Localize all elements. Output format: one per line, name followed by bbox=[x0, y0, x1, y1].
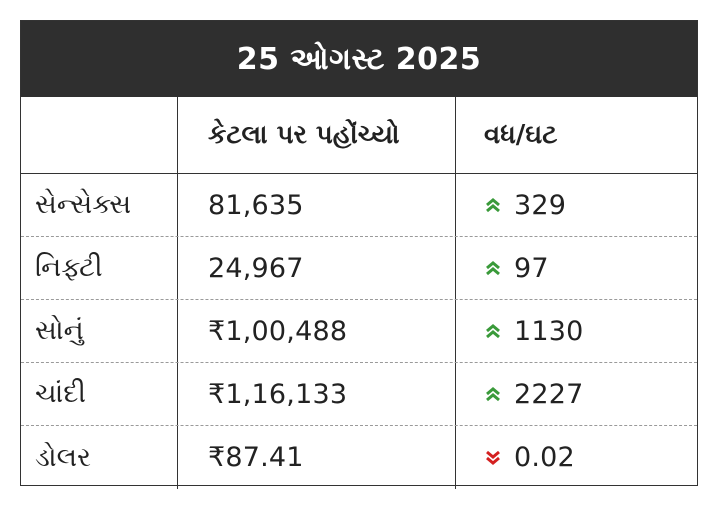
row-value: ₹1,16,133 bbox=[178, 363, 456, 425]
row-value: 81,635 bbox=[178, 174, 456, 236]
header-name bbox=[21, 97, 178, 173]
row-change-cell: 97 bbox=[456, 237, 697, 299]
row-name: ડોલર bbox=[21, 426, 178, 489]
table-row: સોનું ₹1,00,488 1130 bbox=[21, 300, 697, 363]
row-value: ₹87.41 bbox=[178, 426, 456, 489]
row-change: 329 bbox=[514, 189, 567, 221]
row-name: ચાંદી bbox=[21, 363, 178, 425]
row-value: 24,967 bbox=[178, 237, 456, 299]
row-value: ₹1,00,488 bbox=[178, 300, 456, 362]
market-table: 25 ઓગસ્ટ 2025 કેટલા પર પહોંચ્યો વધ/ઘટ સે… bbox=[20, 20, 698, 489]
double-chevron-up-icon bbox=[486, 261, 500, 276]
row-change: 0.02 bbox=[514, 442, 575, 473]
table-header-row: કેટલા પર પહોંચ્યો વધ/ઘટ bbox=[21, 97, 697, 174]
double-chevron-down-icon bbox=[486, 450, 500, 465]
double-chevron-up-icon bbox=[486, 324, 500, 339]
row-change: 1130 bbox=[514, 315, 584, 347]
row-change: 2227 bbox=[514, 378, 584, 410]
table-row: ચાંદી ₹1,16,133 2227 bbox=[21, 363, 697, 426]
row-change-cell: 0.02 bbox=[456, 426, 697, 489]
row-name: નિફ્ટી bbox=[21, 237, 178, 299]
header-change: વધ/ઘટ bbox=[484, 119, 558, 150]
row-change-cell: 1130 bbox=[456, 300, 697, 362]
row-change-cell: 329 bbox=[456, 174, 697, 236]
row-change-cell: 2227 bbox=[456, 363, 697, 425]
table-title: 25 ઓગસ્ટ 2025 bbox=[21, 21, 697, 97]
row-name: સોનું bbox=[21, 300, 178, 362]
row-change: 97 bbox=[514, 252, 549, 284]
double-chevron-up-icon bbox=[486, 198, 500, 213]
header-value: કેટલા પર પહોંચ્યો bbox=[178, 97, 456, 173]
double-chevron-up-icon bbox=[486, 387, 500, 402]
table-row: ડોલર ₹87.41 0.02 bbox=[21, 426, 697, 489]
table-body: કેટલા પર પહોંચ્યો વધ/ઘટ સેન્સેક્સ 81,635 3… bbox=[21, 97, 697, 489]
row-name: સેન્સેક્સ bbox=[21, 174, 178, 236]
table-row: નિફ્ટી 24,967 97 bbox=[21, 237, 697, 300]
table-row: સેન્સેક્સ 81,635 329 bbox=[21, 174, 697, 237]
